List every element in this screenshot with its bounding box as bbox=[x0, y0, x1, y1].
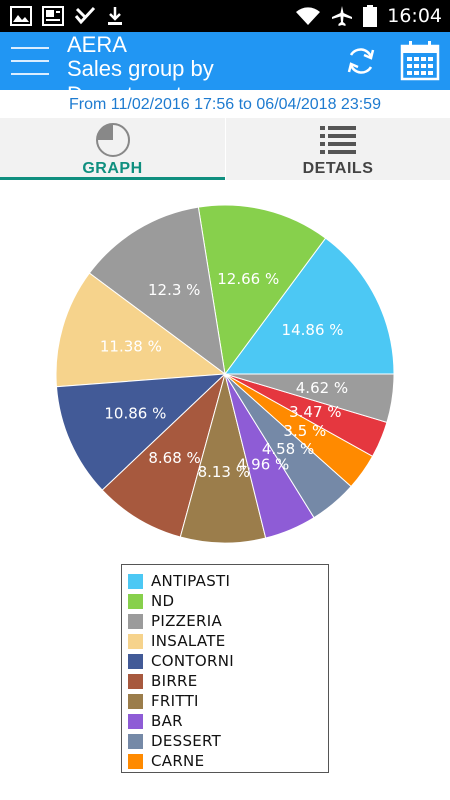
checkmark-app-icon bbox=[74, 6, 96, 25]
legend-swatch bbox=[128, 653, 143, 669]
pie-slice-insalate[interactable] bbox=[55, 272, 227, 388]
legend-label: ND bbox=[151, 592, 175, 610]
pie-chart-icon bbox=[95, 123, 130, 157]
pie-value-label: 12.3 % bbox=[148, 281, 200, 299]
pie-chart[interactable]: 14.86 % 12.66 % 12.3 % 11.38 % 10.86 % 8.68 %… bbox=[0, 182, 450, 562]
legend-item-carne[interactable]: CARNE bbox=[128, 751, 204, 771]
legend-label: PIZZERIA bbox=[151, 612, 223, 630]
pie-value-label: 8.13 % bbox=[198, 463, 250, 481]
legend-item-birre[interactable]: BIRRE bbox=[128, 671, 198, 691]
hamburger-icon[interactable] bbox=[11, 47, 49, 77]
list-icon bbox=[320, 126, 356, 154]
pie-slice-other-11[interactable] bbox=[224, 373, 395, 423]
legend-swatch bbox=[128, 573, 143, 589]
tab-graph-label: GRAPH bbox=[82, 160, 143, 177]
pie-value-label: 10.86 % bbox=[104, 405, 166, 423]
pie-chart-svg: 14.86 % 12.66 % 12.3 % 11.38 % 10.86 % 8.68 %… bbox=[55, 204, 395, 544]
tab-details-label: DETAILS bbox=[302, 160, 374, 177]
legend-label: CARNE bbox=[151, 752, 205, 770]
legend-label: DESSERT bbox=[151, 732, 222, 750]
pie-value-label: 14.86 % bbox=[282, 321, 344, 339]
legend-label: CONTORNI bbox=[151, 652, 234, 670]
legend-item-pizzeria[interactable]: PIZZERIA bbox=[128, 611, 222, 631]
pie-slice-nd[interactable] bbox=[197, 204, 327, 376]
battery-icon bbox=[363, 5, 378, 27]
download-icon bbox=[108, 7, 122, 25]
pie-slice-pizzeria[interactable] bbox=[88, 206, 226, 376]
status-system: 16:04 bbox=[295, 4, 442, 28]
legend-swatch bbox=[128, 713, 143, 729]
tab-bar: GRAPH DETAILS bbox=[0, 118, 450, 180]
legend-swatch bbox=[128, 633, 143, 649]
legend-swatch bbox=[128, 613, 143, 629]
tab-details[interactable]: DETAILS bbox=[226, 118, 450, 180]
pie-value-label: 3.5 % bbox=[283, 422, 326, 440]
legend-item-contorni[interactable]: CONTORNI bbox=[128, 651, 234, 671]
legend-label: INSALATE bbox=[151, 632, 226, 650]
pie-value-label: 4.96 % bbox=[237, 455, 289, 473]
legend-label: ANTIPASTI bbox=[151, 572, 231, 590]
legend-swatch bbox=[128, 693, 143, 709]
airplane-icon bbox=[332, 6, 353, 26]
legend-label: BIRRE bbox=[151, 672, 198, 690]
legend-item-bar[interactable]: BAR bbox=[128, 711, 183, 731]
legend-label: FRITTI bbox=[151, 692, 199, 710]
app-title-line2: Sales group by Department bbox=[67, 56, 214, 90]
image-icon bbox=[10, 6, 32, 26]
legend-item-fritti[interactable]: FRITTI bbox=[128, 691, 199, 711]
app-title-line1: AERA bbox=[67, 34, 127, 57]
pie-slice-contorni[interactable] bbox=[55, 373, 227, 491]
app-title: AERA Sales group by Department bbox=[67, 34, 327, 90]
wifi-icon bbox=[296, 7, 321, 25]
pie-value-label: 4.58 % bbox=[262, 440, 314, 458]
status-bar: 16:04 bbox=[0, 0, 450, 32]
legend-swatch bbox=[128, 733, 143, 749]
chart-legend: ANTIPASTI ND PIZZERIA INSALATE CONTORNI BIRRE… bbox=[121, 564, 329, 773]
pie-value-label: 4.62 % bbox=[296, 379, 348, 397]
refresh-icon[interactable] bbox=[344, 44, 378, 78]
app-bar: AERA Sales group by Department bbox=[0, 32, 450, 90]
pie-slice-birre[interactable] bbox=[101, 372, 226, 538]
pie-value-label: 3.47 % bbox=[289, 403, 341, 421]
legend-label: BAR bbox=[151, 712, 183, 730]
pie-slice-antipasti[interactable] bbox=[224, 237, 395, 375]
legend-swatch bbox=[128, 593, 143, 609]
legend-swatch bbox=[128, 753, 143, 769]
legend-item-nd[interactable]: ND bbox=[128, 591, 174, 611]
status-time: 16:04 bbox=[387, 5, 442, 27]
calendar-icon[interactable] bbox=[399, 40, 441, 82]
legend-item-antipasti[interactable]: ANTIPASTI bbox=[128, 571, 230, 591]
pie-value-label: 11.38 % bbox=[100, 338, 162, 356]
legend-swatch bbox=[128, 673, 143, 689]
tab-graph[interactable]: GRAPH bbox=[0, 118, 225, 180]
pie-value-label: 8.68 % bbox=[148, 449, 200, 467]
status-notifications bbox=[10, 5, 124, 27]
date-range[interactable]: From 11/02/2016 17:56 to 06/04/2018 23:5… bbox=[69, 96, 381, 113]
pie-value-label: 12.66 % bbox=[217, 270, 279, 288]
news-icon bbox=[42, 6, 64, 26]
legend-item-insalate[interactable]: INSALATE bbox=[128, 631, 226, 651]
legend-item-dessert[interactable]: DESSERT bbox=[128, 731, 221, 751]
